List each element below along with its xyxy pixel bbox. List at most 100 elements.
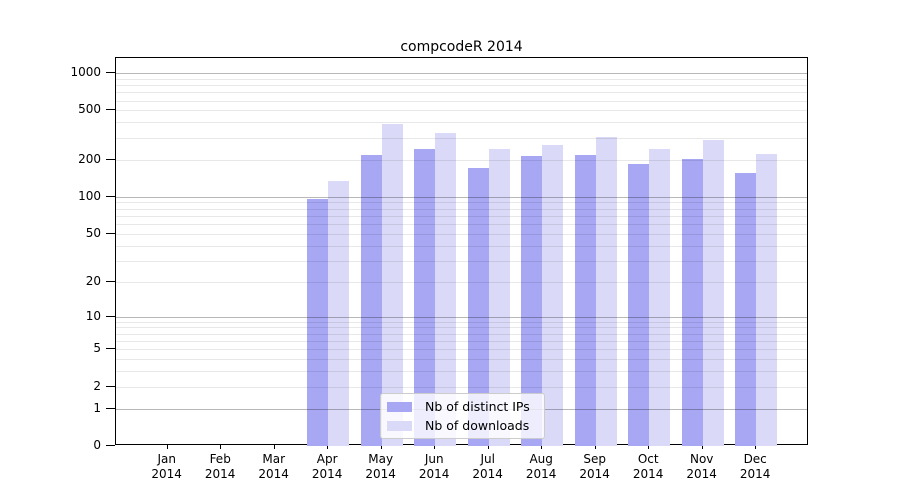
gridline-minor — [116, 359, 807, 361]
bar-downloads-aug — [542, 144, 564, 446]
legend: Nb of distinct IPs Nb of downloads — [380, 393, 545, 439]
x-tick-label: Feb 2014 — [204, 452, 236, 481]
gridline-major — [116, 196, 807, 198]
gridline-minor — [116, 327, 807, 329]
x-tick-mark — [327, 445, 329, 449]
gridline-minor — [116, 92, 807, 94]
x-tick-mark — [541, 445, 543, 449]
x-tick-label: Mar 2014 — [258, 452, 289, 481]
gridline-minor — [116, 321, 807, 323]
bar-distinct-ips-oct — [628, 163, 650, 446]
gridline-minor — [116, 78, 807, 80]
chart-title: compcodeR 2014 — [400, 39, 523, 55]
legend-swatch-distinct-ips — [387, 401, 412, 412]
y-tick-mark — [106, 407, 115, 409]
bar-downloads-jul — [488, 149, 510, 446]
y-tick-label: 50 — [85, 225, 101, 240]
x-tick-label: Aug 2014 — [525, 452, 557, 481]
x-tick-mark — [755, 445, 757, 449]
legend-label-distinct-ips: Nb of distinct IPs — [425, 399, 530, 414]
y-tick-label: 20 — [85, 273, 101, 288]
y-tick-label: 2 — [93, 378, 101, 393]
gridline-minor — [116, 202, 807, 204]
gridline-minor — [116, 245, 807, 247]
gridline-minor — [116, 159, 807, 161]
bar-distinct-ips-may — [360, 155, 382, 446]
x-tick-label: Jun 2014 — [418, 452, 450, 481]
gridline-minor — [116, 110, 807, 112]
gridline-minor — [116, 386, 807, 388]
y-tick-mark — [106, 348, 115, 350]
x-tick-label: Dec 2014 — [739, 452, 771, 481]
y-tick-label: 1 — [93, 400, 101, 415]
gridline-minor — [116, 208, 807, 210]
legend-swatch-downloads — [387, 420, 412, 431]
gridline-minor — [116, 281, 807, 283]
bar-distinct-ips-dec — [735, 172, 757, 446]
y-tick-mark — [106, 385, 115, 387]
x-tick-mark — [648, 445, 650, 449]
bar-downloads-sep — [595, 137, 617, 446]
plot-area: Nb of distinct IPs Nb of downloads — [115, 57, 808, 446]
bar-downloads-apr — [328, 180, 350, 446]
bar-downloads-may — [381, 123, 403, 446]
bar-distinct-ips-jun — [414, 149, 436, 446]
gridline-minor — [116, 224, 807, 226]
x-tick-label: May 2014 — [365, 452, 396, 481]
y-tick-mark — [106, 232, 115, 234]
bar-distinct-ips-aug — [521, 156, 543, 446]
gridline-minor — [116, 333, 807, 335]
bar-downloads-nov — [702, 139, 724, 446]
x-tick-mark — [434, 445, 436, 449]
y-tick-mark — [106, 158, 115, 160]
y-tick-mark — [106, 72, 115, 74]
y-tick-label: 0 — [93, 438, 101, 452]
y-tick-label: 200 — [78, 151, 101, 166]
x-tick-label: Oct 2014 — [632, 452, 664, 481]
x-tick-mark — [594, 445, 596, 449]
gridline-minor — [116, 260, 807, 262]
gridline-major — [116, 316, 807, 318]
y-tick-mark — [106, 445, 115, 446]
y-tick-label: 500 — [78, 102, 101, 117]
x-tick-mark — [166, 445, 168, 449]
x-tick-mark — [487, 445, 489, 449]
gridline-minor — [116, 122, 807, 124]
gridline-minor — [116, 100, 807, 102]
legend-item-downloads: Nb of downloads — [387, 418, 544, 433]
bar-downloads-oct — [649, 148, 671, 446]
bar-downloads-dec — [756, 154, 778, 446]
bar-distinct-ips-sep — [574, 154, 596, 446]
y-tick-label: 5 — [93, 341, 101, 356]
x-tick-label: Sep 2014 — [579, 452, 610, 481]
bar-distinct-ips-apr — [307, 199, 329, 446]
bar-distinct-ips-jul — [467, 168, 489, 446]
x-tick-label: Jul 2014 — [472, 452, 503, 481]
y-tick-mark — [106, 109, 115, 111]
x-tick-mark — [220, 445, 222, 449]
x-tick-label: Nov 2014 — [686, 452, 717, 481]
x-tick-mark — [273, 445, 275, 449]
gridline-minor — [116, 233, 807, 235]
y-tick-mark — [106, 195, 115, 197]
bar-distinct-ips-nov — [681, 158, 703, 446]
legend-label-downloads: Nb of downloads — [425, 418, 530, 433]
y-tick-label: 1000 — [70, 65, 101, 80]
y-tick-mark — [106, 315, 115, 317]
y-tick-mark — [106, 280, 115, 282]
y-tick-label: 100 — [78, 188, 101, 203]
x-tick-mark — [701, 445, 703, 449]
bar-downloads-jun — [435, 132, 457, 446]
x-tick-label: Jan 2014 — [151, 452, 182, 481]
gridline-minor — [116, 215, 807, 217]
y-tick-label: 10 — [85, 308, 101, 323]
legend-item-distinct-ips: Nb of distinct IPs — [387, 399, 544, 414]
gridline-minor — [116, 137, 807, 139]
gridline-minor — [116, 340, 807, 342]
x-tick-mark — [380, 445, 382, 449]
gridline-major — [116, 73, 807, 75]
gridline-minor — [116, 371, 807, 373]
gridline-minor — [116, 349, 807, 351]
x-tick-label: Apr 2014 — [311, 452, 343, 481]
